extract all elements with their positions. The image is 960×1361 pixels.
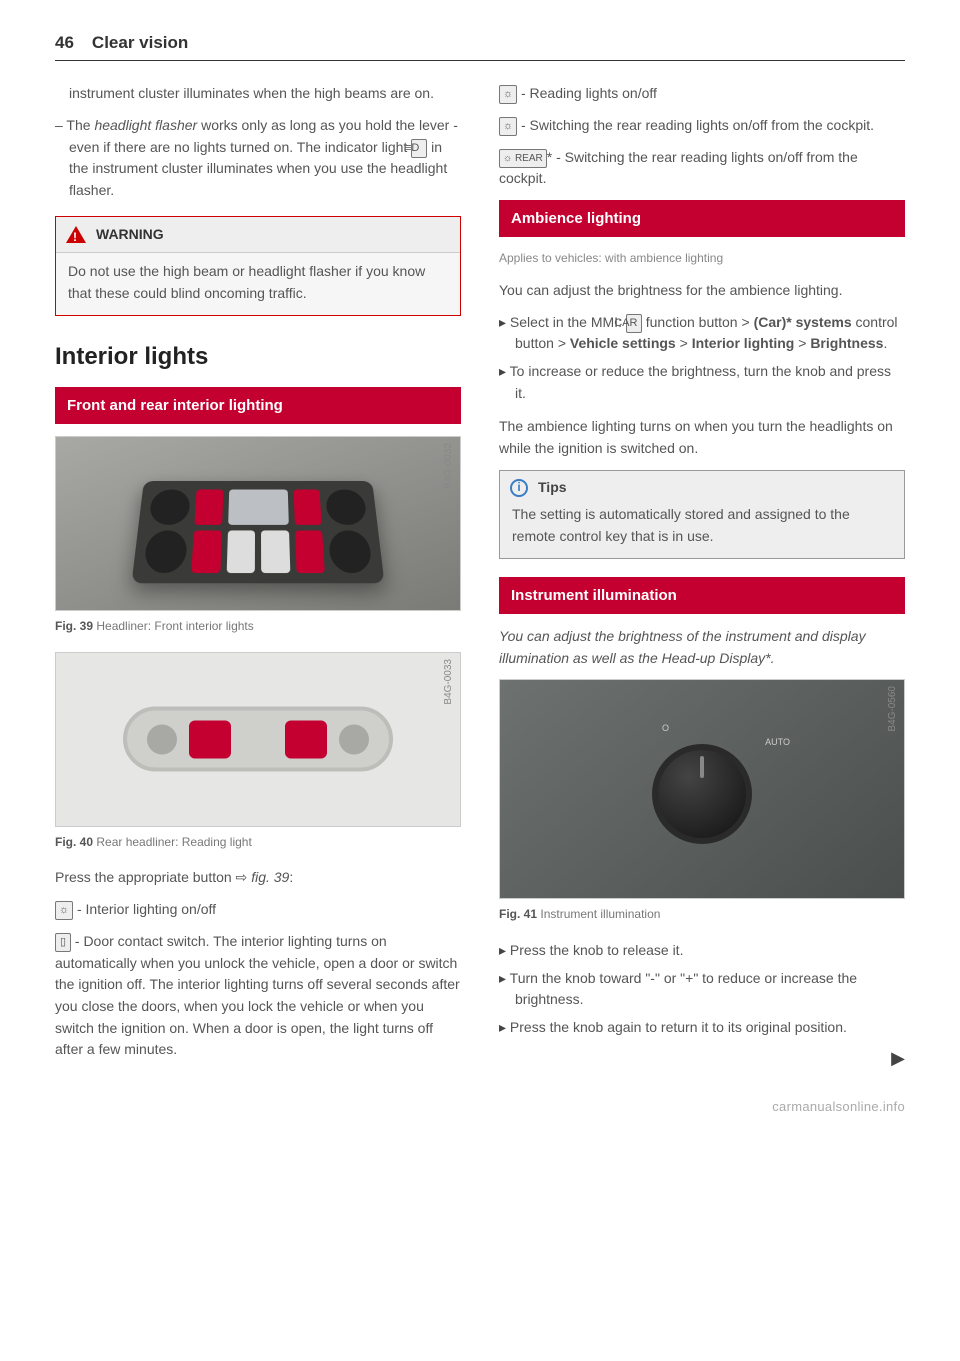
rotary-knob — [652, 744, 752, 844]
console-display — [228, 489, 289, 524]
figure-41: B4G-0560 O AUTO — [499, 679, 905, 899]
figure-40-caption: Fig. 40 Rear headliner: Reading light — [55, 833, 461, 852]
page-number: 46 — [55, 30, 74, 56]
console-btn-red-4 — [295, 530, 325, 573]
li-door: ▯ - Door contact switch. The interior li… — [55, 931, 461, 1061]
columns: instrument cluster illuminates when the … — [55, 83, 905, 1072]
rear-panel-illustration — [123, 707, 393, 772]
tips-box: i Tips The setting is automatically stor… — [499, 470, 905, 559]
instrument-intro: You can adjust the brightness of the ins… — [499, 626, 905, 669]
rear-btn-red-l — [189, 720, 231, 758]
rear-label-icon: ☼ REAR — [499, 149, 547, 169]
rear-btn-gray-l — [147, 724, 177, 754]
section-title: Interior lights — [55, 338, 461, 375]
mmi-step: Select in the MMI: CAR function button >… — [499, 312, 905, 355]
figure-40-code: B4G-0033 — [441, 659, 457, 705]
subsection-bar-front-rear: Front and rear interior lighting — [55, 387, 461, 424]
inst-step-2: Turn the knob toward "-" or "+" to reduc… — [499, 968, 905, 1011]
console-btn-gray-1 — [226, 530, 255, 573]
li-rear-reading-2: ☼ REAR* - Switching the rear reading lig… — [499, 147, 905, 190]
console-btn-red-2 — [293, 489, 322, 524]
inst-step-3: Press the knob again to return it to its… — [499, 1017, 905, 1039]
tips-header: i Tips — [500, 471, 904, 505]
subsection-bar-ambience: Ambience lighting — [499, 200, 905, 237]
page-header: 46 Clear vision — [55, 30, 905, 61]
console-knob-left — [149, 489, 191, 524]
info-icon: i — [510, 479, 528, 497]
inst-step-1: Press the knob to release it. — [499, 940, 905, 962]
warning-title: WARNING — [96, 224, 164, 246]
chapter-title: Clear vision — [92, 30, 188, 56]
console-btn-red-1 — [194, 489, 223, 524]
li-interior: ☼ - Interior lighting on/off — [55, 899, 461, 921]
ambience-p1: You can adjust the brightness for the am… — [499, 280, 905, 302]
warning-body: Do not use the high beam or headlight fl… — [56, 253, 460, 314]
tips-body: The setting is automatically stored and … — [500, 504, 904, 557]
right-column: ☼ - Reading lights on/off ☼ - Switching … — [499, 83, 905, 1072]
reading-light-icon: ☼ — [499, 85, 517, 104]
subsection-bar-instrument: Instrument illumination — [499, 577, 905, 614]
applies-to: Applies to vehicles: with ambience light… — [499, 249, 905, 268]
figure-40: B4G-0033 — [55, 652, 461, 827]
door-contact-icon: ▯ — [55, 933, 71, 952]
rear-btn-red-r — [285, 720, 327, 758]
li-reading: ☼ - Reading lights on/off — [499, 83, 905, 105]
interior-light-icon: ☼ — [55, 901, 73, 920]
console-dot-2 — [328, 530, 373, 573]
front-console-illustration — [131, 481, 384, 583]
tips-title: Tips — [538, 477, 567, 499]
continue-arrow-icon: ▶ — [499, 1045, 905, 1073]
left-column: instrument cluster illuminates when the … — [55, 83, 461, 1072]
intro-line-2: – The headlight flasher works only as lo… — [55, 115, 461, 202]
warning-box: WARNING Do not use the high beam or head… — [55, 216, 461, 316]
figure-39-code: B4G-0032 — [441, 443, 457, 489]
car-button-icon: CAR — [626, 314, 642, 333]
brightness-step: To increase or reduce the brightness, tu… — [499, 361, 905, 404]
console-knob-right — [325, 489, 367, 524]
page: 46 Clear vision instrument cluster illum… — [0, 0, 960, 1137]
knob-illustration: O AUTO — [552, 724, 852, 864]
warning-header: WARNING — [56, 217, 460, 254]
console-dot-1 — [143, 530, 188, 573]
knob-label-auto: AUTO — [765, 736, 790, 750]
rear-reading-icon: ☼ — [499, 117, 517, 136]
rear-btn-gray-r — [339, 724, 369, 754]
figure-41-caption: Fig. 41 Instrument illumination — [499, 905, 905, 924]
ambience-p2: The ambience lighting turns on when you … — [499, 416, 905, 459]
li-rear-reading: ☼ - Switching the rear reading lights on… — [499, 115, 905, 137]
figure-39: B4G-0032 — [55, 436, 461, 611]
footer-watermark: carmanualsonline.info — [55, 1097, 905, 1117]
figure-41-code: B4G-0560 — [885, 686, 901, 732]
console-btn-red-3 — [191, 530, 221, 573]
high-beam-icon: ≡D — [411, 139, 427, 158]
warning-icon — [66, 226, 86, 243]
intro-line-1: instrument cluster illuminates when the … — [55, 83, 461, 105]
knob-label-o: O — [662, 722, 669, 736]
console-btn-gray-2 — [261, 530, 290, 573]
figure-39-caption: Fig. 39 Headliner: Front interior lights — [55, 617, 461, 636]
press-line: Press the appropriate button ⇨ fig. 39: — [55, 867, 461, 889]
